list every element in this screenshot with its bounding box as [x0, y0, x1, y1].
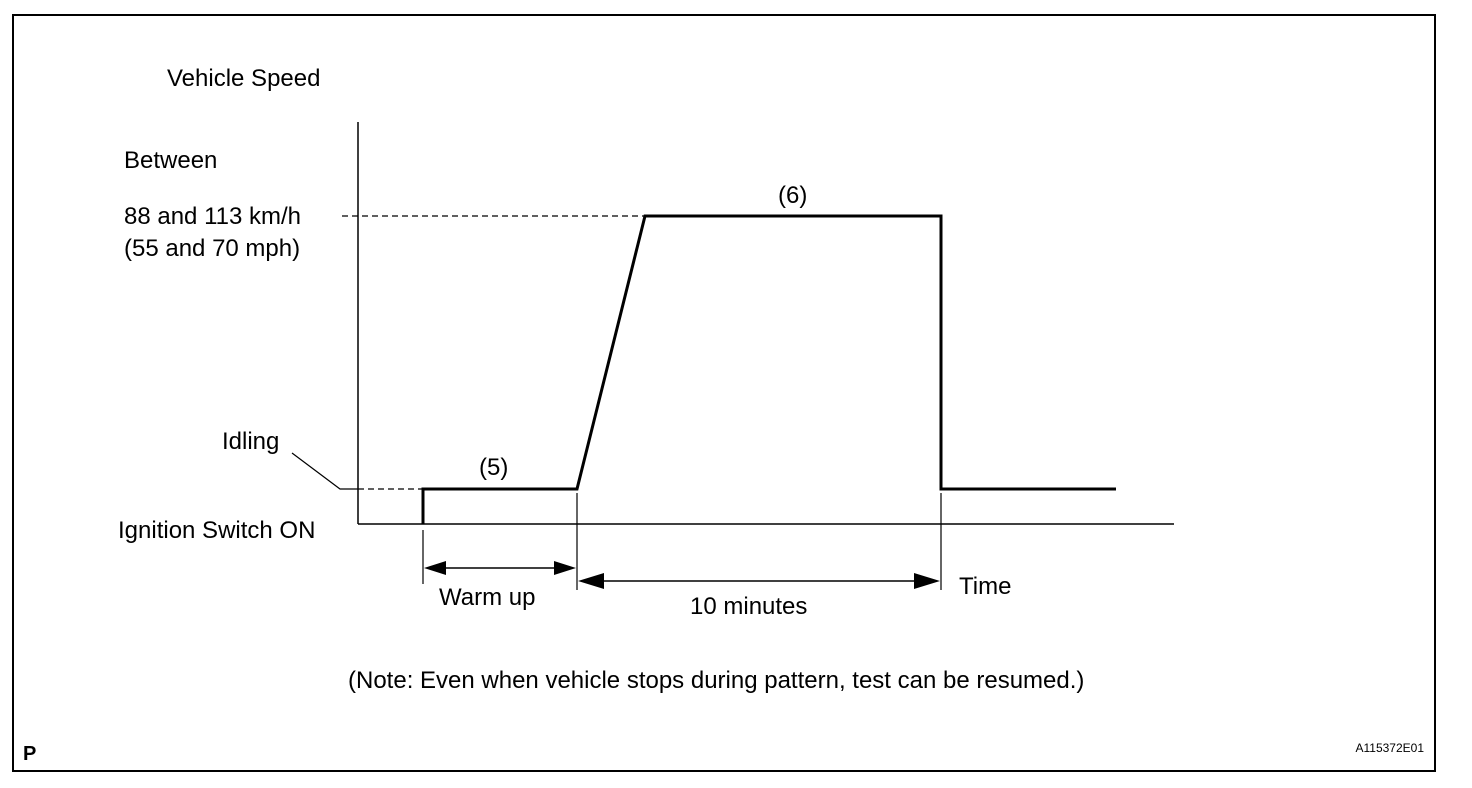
warm-up-label: Warm up: [439, 584, 535, 611]
figure-code: A115372E01: [1355, 741, 1424, 755]
figure-border: [12, 14, 1436, 772]
note-text: (Note: Even when vehicle stops during pa…: [348, 667, 1084, 694]
speed-profile-line: [421, 214, 1116, 524]
corner-mark: P: [23, 743, 36, 765]
ten-minutes-dimension-arrow: [578, 573, 940, 589]
idling-label: Idling: [222, 428, 279, 455]
ignition-switch-label: Ignition Switch ON: [118, 517, 315, 544]
step-6-label: (6): [778, 182, 807, 209]
time-axis-label: Time: [959, 573, 1011, 600]
step-5-label: (5): [479, 454, 508, 481]
speed-label-kmh: 88 and 113 km/h: [124, 203, 301, 230]
warm-up-dimension-arrow: [424, 561, 576, 575]
speed-label-between: Between: [124, 147, 217, 174]
speed-label-mph: (55 and 70 mph): [124, 235, 300, 262]
ten-minutes-label: 10 minutes: [690, 593, 807, 620]
y-axis-title: Vehicle Speed: [167, 65, 320, 92]
idling-leader-line: [291, 452, 358, 490]
